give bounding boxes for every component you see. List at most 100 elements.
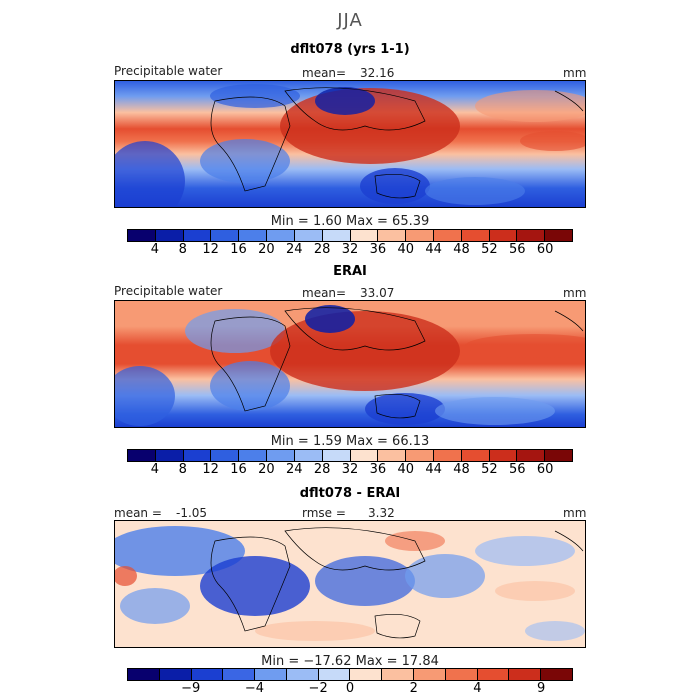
colorbar-swatch: [286, 669, 319, 680]
colorbar-tick-label: 9: [537, 681, 546, 696]
colorbar-tick-label: 4: [150, 462, 160, 477]
colorbar-swatch: [350, 669, 383, 680]
colorbar-tick-label: 20: [258, 462, 275, 477]
colorbar-tick-label: 56: [508, 462, 526, 477]
colorbar-swatch: [517, 450, 546, 461]
colorbar-swatch: [509, 669, 542, 680]
panel2-mean-label: mean=: [302, 286, 347, 300]
colorbar-tick-label: 36: [369, 242, 387, 257]
colorbar-swatch: [155, 450, 184, 461]
panel1-colorbar: [127, 229, 573, 242]
panel3-map: [114, 520, 586, 648]
colorbar-swatch: [128, 450, 156, 461]
colorbar-tick-label: 52: [481, 242, 498, 257]
colorbar-tick-label: 48: [453, 462, 470, 477]
colorbar-swatch: [382, 669, 415, 680]
colorbar-tick-label: 28: [313, 242, 331, 257]
colorbar-swatch: [545, 230, 572, 241]
colorbar-tick-label: 24: [285, 242, 303, 257]
colorbar-swatch: [406, 230, 434, 241]
panel2-colorbar: [127, 449, 573, 462]
colorbar-swatch: [350, 230, 379, 241]
panel3-units: mm: [563, 506, 587, 520]
panel1-field-label: Precipitable water: [114, 64, 223, 78]
colorbar-tick-label: 60: [536, 462, 554, 477]
colorbar-tick-label: 56: [508, 242, 526, 257]
colorbar-tick-label: 40: [397, 462, 415, 477]
panel2-minmax: Min = 1.59 Max = 66.13: [270, 434, 430, 449]
colorbar-tick-label: 2: [409, 681, 418, 696]
colorbar-tick-label: 4: [473, 681, 482, 696]
colorbar-swatch: [223, 669, 256, 680]
colorbar-tick-label: 52: [481, 462, 498, 477]
colorbar-tick-label: 44: [425, 462, 442, 477]
colorbar-swatch: [267, 230, 295, 241]
panel3-mean-value: -1.05: [176, 506, 208, 520]
colorbar-swatch: [128, 230, 156, 241]
panel2-mean-value: 33.07: [360, 286, 395, 300]
colorbar-swatch: [211, 230, 240, 241]
panel1-map: [114, 80, 586, 208]
colorbar-swatch: [183, 230, 212, 241]
colorbar-tick-label: 12: [202, 242, 219, 257]
colorbar-swatch: [318, 669, 351, 680]
colorbar-swatch: [239, 230, 268, 241]
colorbar-tick-label: 4: [150, 242, 160, 257]
colorbar-swatch: [545, 450, 572, 461]
colorbar-tick-label: 16: [230, 462, 247, 477]
colorbar-swatch: [461, 450, 490, 461]
colorbar-swatch: [239, 450, 268, 461]
colorbar-tick-label: −9: [181, 681, 201, 696]
figure-title: JJA: [337, 10, 363, 31]
colorbar-swatch: [461, 230, 490, 241]
colorbar-swatch: [155, 230, 184, 241]
colorbar-swatch: [191, 669, 224, 680]
colorbar-tick-label: 44: [425, 242, 442, 257]
colorbar-tick-label: 20: [258, 242, 275, 257]
colorbar-tick-label: 48: [453, 242, 470, 257]
panel2-colorbar-ticks: 4 8 12 16 20 24 28 32 36 40 44 48 52 56 60: [127, 462, 573, 478]
colorbar-swatch: [445, 669, 478, 680]
panel3-rmse-value: 3.32: [368, 506, 395, 520]
colorbar-tick-label: −4: [244, 681, 265, 696]
colorbar-tick-label: 16: [230, 242, 247, 257]
colorbar-tick-label: 8: [178, 242, 187, 257]
colorbar-tick-label: 60: [536, 242, 554, 257]
panel1-minmax: Min = 1.60 Max = 65.39: [270, 214, 430, 229]
colorbar-tick-label: −2: [308, 681, 328, 696]
colorbar-swatch: [489, 230, 518, 241]
colorbar-swatch: [294, 230, 323, 241]
panel1-units: mm: [563, 66, 587, 80]
colorbar-tick-label: 32: [341, 462, 359, 477]
colorbar-swatch: [406, 450, 434, 461]
panel1-mean-value: 32.16: [360, 66, 395, 80]
colorbar-swatch: [322, 230, 351, 241]
colorbar-swatch: [541, 669, 572, 680]
colorbar-tick-label: 36: [369, 462, 387, 477]
colorbar-swatch: [350, 450, 379, 461]
colorbar-swatch: [159, 669, 192, 680]
colorbar-swatch: [294, 450, 323, 461]
panel3-mean-label: mean =: [114, 506, 162, 520]
panel2-title: ERAI: [333, 264, 367, 279]
panel1-title: dflt078 (yrs 1-1): [290, 42, 410, 57]
panel1-mean-label: mean=: [302, 66, 347, 80]
colorbar-tick-label: 12: [202, 462, 219, 477]
colorbar-swatch: [517, 230, 546, 241]
colorbar-tick-label: 40: [397, 242, 415, 257]
panel3-colorbar: [127, 668, 573, 681]
colorbar-swatch: [489, 450, 518, 461]
colorbar-swatch: [322, 450, 351, 461]
panel1-colorbar-ticks: 4 8 12 16 20 24 28 32 36 40 44 48 52 56 60: [127, 242, 573, 258]
colorbar-swatch: [267, 450, 295, 461]
colorbar-tick-label: 0: [345, 681, 355, 696]
panel3-rmse-label: rmse =: [302, 506, 346, 520]
panel3-colorbar-ticks: −9 −4 −2 0 2 4 9: [127, 681, 573, 697]
colorbar-tick-label: 28: [313, 462, 331, 477]
panel3-minmax: Min = −17.62 Max = 17.84: [261, 654, 439, 669]
colorbar-swatch: [433, 450, 462, 461]
panel2-units: mm: [563, 286, 587, 300]
colorbar-swatch: [128, 669, 160, 680]
panel3-title: dflt078 - ERAI: [299, 486, 401, 501]
colorbar-swatch: [378, 450, 407, 461]
